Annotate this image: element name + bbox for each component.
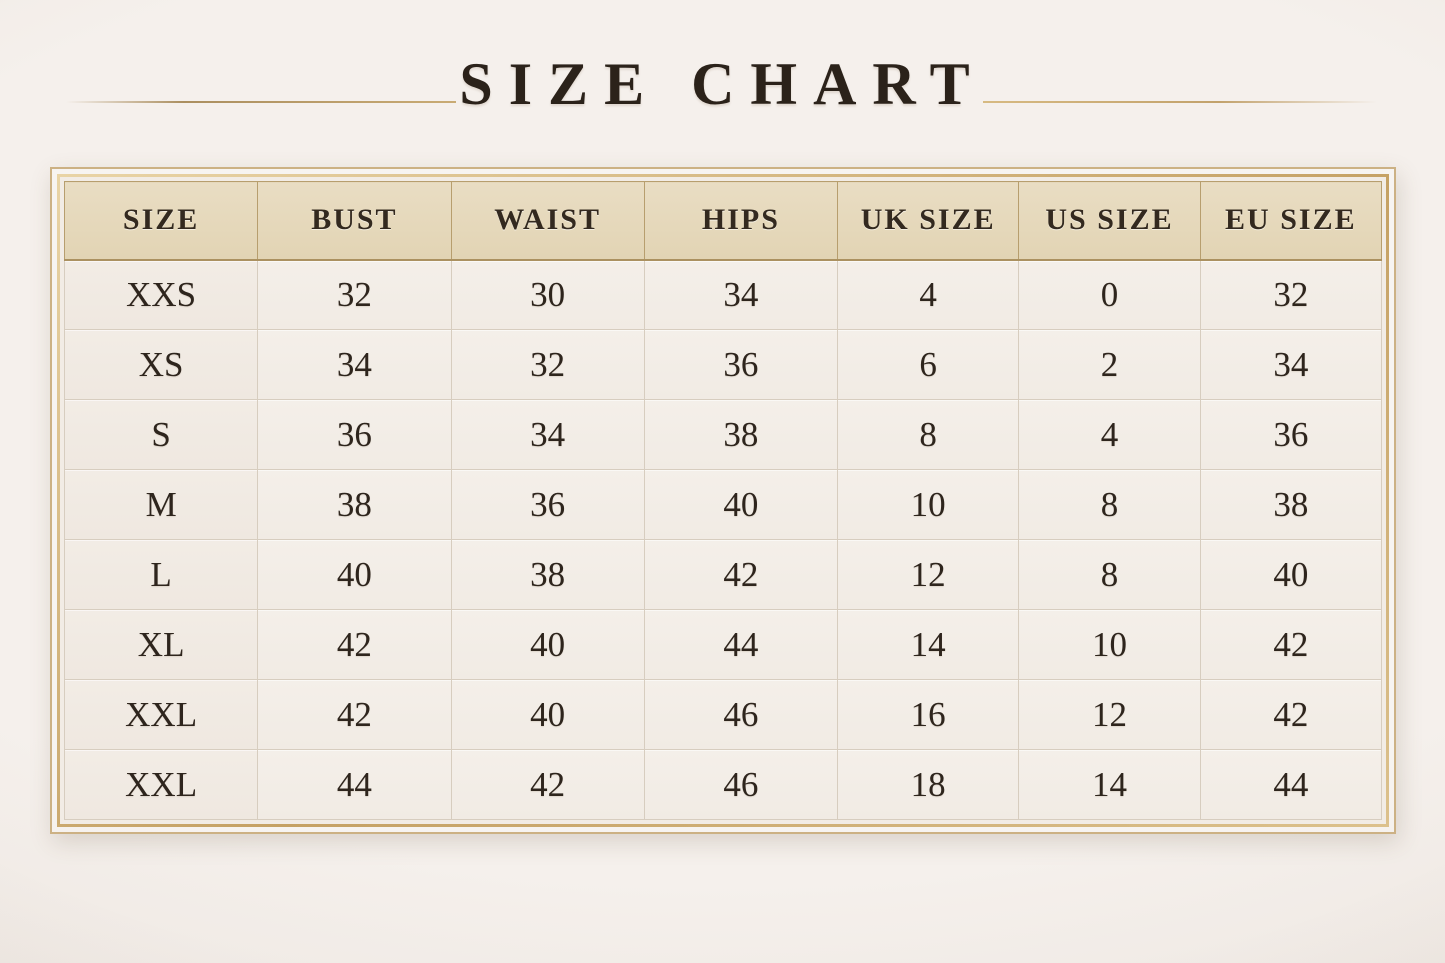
value-cell: 42: [450, 749, 645, 820]
column-header: SIZE: [63, 181, 259, 261]
value-cell: 42: [1199, 679, 1383, 750]
value-cell: 34: [643, 259, 839, 330]
column-header: EU SIZE: [1199, 181, 1383, 261]
value-cell: 34: [1199, 329, 1383, 400]
value-cell: 42: [257, 609, 452, 680]
column-header: UK SIZE: [836, 181, 1020, 261]
value-cell: 38: [1199, 469, 1383, 540]
value-cell: 4: [836, 259, 1020, 330]
size-label-cell: XS: [63, 329, 259, 400]
table-row: XXS 32 30 34 4 0 32: [63, 259, 1383, 330]
frame-mat: SIZE BUST WAIST HIPS UK SIZE US SIZE EU SIZE X…: [60, 177, 1386, 824]
value-cell: 14: [1018, 749, 1201, 820]
table-row: XS 34 32 36 6 2 34: [63, 329, 1383, 400]
value-cell: 46: [643, 749, 839, 820]
table-row: L 40 38 42 12 8 40: [63, 539, 1383, 610]
value-cell: 12: [1018, 679, 1201, 750]
size-label-cell: XL: [63, 609, 259, 680]
value-cell: 0: [1018, 259, 1201, 330]
value-cell: 44: [257, 749, 452, 820]
value-cell: 14: [836, 609, 1020, 680]
value-cell: 38: [257, 469, 452, 540]
value-cell: 36: [643, 329, 839, 400]
value-cell: 42: [257, 679, 452, 750]
value-cell: 34: [257, 329, 452, 400]
value-cell: 32: [1199, 259, 1383, 330]
table-row: XL 42 40 44 14 10 42: [63, 609, 1383, 680]
value-cell: 8: [836, 399, 1020, 470]
value-cell: 40: [257, 539, 452, 610]
value-cell: 46: [643, 679, 839, 750]
size-chart-table: SIZE BUST WAIST HIPS UK SIZE US SIZE EU SIZE X…: [63, 181, 1383, 820]
value-cell: 40: [643, 469, 839, 540]
value-cell: 36: [1199, 399, 1383, 470]
table-row: S 36 34 38 8 4 36: [63, 399, 1383, 470]
value-cell: 40: [450, 679, 645, 750]
size-table-frame: SIZE BUST WAIST HIPS UK SIZE US SIZE EU SIZE X…: [50, 167, 1396, 834]
table-row: M 38 36 40 10 8 38: [63, 469, 1383, 540]
size-label-cell: XXS: [63, 259, 259, 330]
value-cell: 4: [1018, 399, 1201, 470]
column-header: HIPS: [643, 181, 839, 261]
column-header: BUST: [257, 181, 452, 261]
value-cell: 32: [257, 259, 452, 330]
value-cell: 44: [1199, 749, 1383, 820]
size-label-cell: XXL: [63, 679, 259, 750]
value-cell: 16: [836, 679, 1020, 750]
value-cell: 34: [450, 399, 645, 470]
value-cell: 42: [643, 539, 839, 610]
table-row: XXL 42 40 46 16 12 42: [63, 679, 1383, 750]
value-cell: 30: [450, 259, 645, 330]
value-cell: 32: [450, 329, 645, 400]
size-label-cell: M: [63, 469, 259, 540]
value-cell: 10: [836, 469, 1020, 540]
value-cell: 2: [1018, 329, 1201, 400]
gold-frame-border: SIZE BUST WAIST HIPS UK SIZE US SIZE EU SIZE X…: [57, 174, 1389, 827]
title-rule-right: [983, 101, 1377, 103]
value-cell: 6: [836, 329, 1020, 400]
value-cell: 18: [836, 749, 1020, 820]
value-cell: 42: [1199, 609, 1383, 680]
size-label-cell: S: [63, 399, 259, 470]
value-cell: 36: [257, 399, 452, 470]
value-cell: 10: [1018, 609, 1201, 680]
table-header: SIZE BUST WAIST HIPS UK SIZE US SIZE EU SIZE: [63, 181, 1383, 261]
table-row: XXL 44 42 46 18 14 44: [63, 749, 1383, 820]
value-cell: 36: [450, 469, 645, 540]
value-cell: 40: [450, 609, 645, 680]
size-label-cell: L: [63, 539, 259, 610]
value-cell: 40: [1199, 539, 1383, 610]
value-cell: 44: [643, 609, 839, 680]
value-cell: 38: [450, 539, 645, 610]
column-header: WAIST: [450, 181, 645, 261]
size-label-cell: XXL: [63, 749, 259, 820]
value-cell: 8: [1018, 469, 1201, 540]
title-rule-left: [66, 101, 456, 103]
value-cell: 8: [1018, 539, 1201, 610]
header-row: SIZE BUST WAIST HIPS UK SIZE US SIZE EU SIZE: [63, 181, 1383, 261]
value-cell: 12: [836, 539, 1020, 610]
column-header: US SIZE: [1018, 181, 1201, 261]
table-body: XXS 32 30 34 4 0 32 XS 34 32 36 6 2 34 S 36 34 38 8 4 36 M 38 3…: [63, 259, 1383, 820]
page-title: SIZE CHART: [459, 51, 986, 117]
value-cell: 38: [643, 399, 839, 470]
